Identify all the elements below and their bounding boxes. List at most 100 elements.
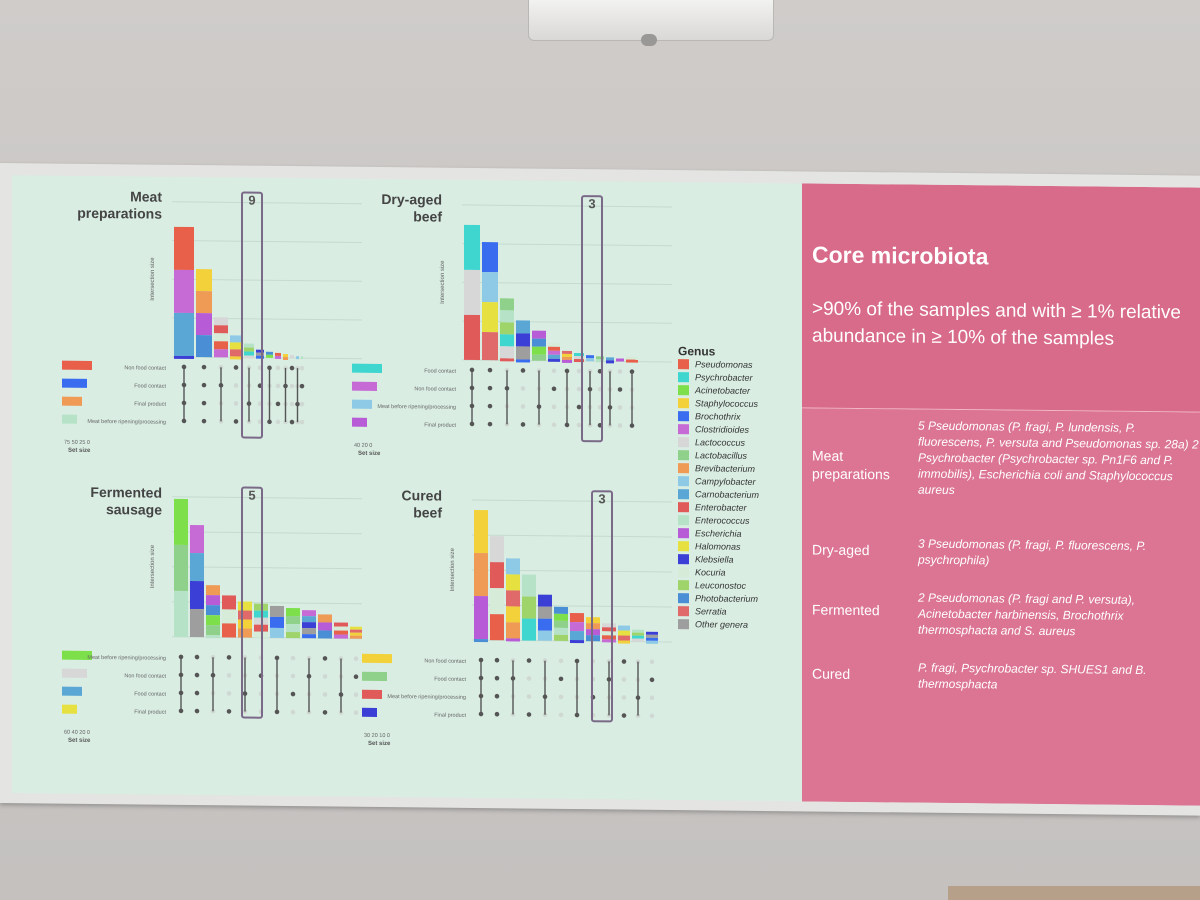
intersection-bar-segment: [632, 632, 644, 636]
matrix-dot: [558, 658, 564, 664]
legend-label: Enterococcus: [695, 515, 750, 526]
slide-subtitle: >90% of the samples and with ≥ 1% relati…: [812, 298, 1181, 350]
legend-swatch: [678, 606, 689, 617]
intersection-bar-segment: [244, 355, 254, 359]
intersection-bar-segment: [602, 635, 616, 640]
intersection-bar-segment: [506, 558, 520, 575]
matrix-dot: [621, 713, 627, 718]
intersection-bar-segment: [646, 637, 658, 641]
intersection-bar-segment: [506, 638, 520, 642]
row-description: 2 Pseudomonas (P. fragi and P. versuta),…: [918, 590, 1136, 639]
legend-label: Campylobacter: [695, 476, 756, 487]
intersection-bar-segment: [500, 298, 514, 311]
intersection-bar-segment: [522, 618, 536, 641]
legend-item: Carnobacterium: [678, 488, 759, 501]
matrix-dot: [649, 659, 655, 665]
row-category: Dry-aged: [812, 541, 870, 559]
legend-item: Escherichia: [678, 527, 742, 540]
row-category: Fermented: [812, 601, 880, 619]
intersection-bar-segment: [238, 610, 252, 620]
legend-swatch: [678, 359, 689, 370]
intersection-bar-segment: [562, 353, 572, 357]
matrix-dot: [649, 695, 655, 701]
intersection-bar-segment: [632, 638, 644, 642]
intersection-bar-segment: [174, 269, 194, 314]
matrix-dot: [338, 710, 344, 715]
matrix-dot: [226, 655, 232, 660]
intersection-bar-segment: [464, 314, 480, 361]
legend-swatch: [678, 372, 689, 383]
intersection-bar-segment: [532, 346, 546, 355]
intersection-bar-segment: [270, 605, 284, 617]
legend-item: Photobacterium: [678, 592, 758, 605]
matrix-dot: [194, 708, 200, 714]
intersection-bar-segment: [283, 353, 288, 358]
matrix-dot: [487, 385, 493, 391]
set-label: Food contact: [134, 691, 166, 697]
legend-item: Pseudomonas: [678, 358, 753, 371]
table-row: Fermented 2 Pseudomonas (P. fragi and P.…: [802, 584, 1200, 639]
intersection-bar-segment: [616, 358, 624, 362]
intersection-bar-segment: [516, 320, 530, 334]
set-label: Final product: [134, 401, 166, 407]
matrix-dot: [290, 673, 296, 679]
legend-label: Lactococcus: [695, 437, 746, 448]
gridline: [172, 240, 362, 244]
matrix-dot: [275, 383, 281, 389]
legend-swatch: [678, 593, 689, 604]
intersection-bar-segment: [618, 630, 630, 636]
intersection-bar-segment: [516, 346, 530, 360]
matrix-dot: [551, 368, 557, 374]
intersection-bar-segment: [490, 536, 504, 563]
intersection-bar-segment: [570, 612, 584, 623]
set-size-axis: 30 20 10 0: [364, 733, 390, 739]
projector-lens: [641, 34, 657, 46]
set-size-bar: [352, 417, 367, 427]
matrix-dot: [275, 419, 281, 425]
matrix-dot: [617, 387, 623, 392]
intersection-bar-segment: [500, 358, 514, 362]
highlight-box: [591, 490, 613, 723]
intersection-bar-segment: [174, 312, 194, 357]
set-label: Non food contact: [124, 365, 166, 371]
set-size-axis: 60 40 20 0: [64, 730, 90, 736]
legend-swatch: [678, 398, 689, 409]
legend-item: Other genera: [678, 618, 748, 631]
set-size-bar: [352, 363, 382, 374]
intersection-bar-segment: [270, 627, 284, 638]
legend-label: Clostridioides: [695, 424, 750, 435]
set-size-bar: [62, 396, 82, 406]
gridline: [472, 499, 672, 503]
wall-trim: [948, 886, 1200, 900]
legend-item: Brevibacterium: [678, 462, 755, 475]
intersection-bar-segment: [506, 606, 520, 623]
intersection-bar-segment: [482, 302, 498, 333]
row-description: 3 Pseudomonas (P. fragi, P. fluorescens,…: [918, 536, 1147, 568]
matrix-dot: [275, 401, 281, 407]
set-label: Food contact: [424, 368, 456, 374]
matrix-dot: [520, 422, 526, 427]
intersection-bar-segment: [214, 349, 228, 358]
intersection-bar-segment: [538, 594, 552, 607]
matrix-dot: [289, 401, 295, 407]
intersection-bar-segment: [626, 359, 638, 363]
intersection-bar-segment: [570, 621, 584, 632]
legend-label: Brochothrix: [695, 411, 741, 422]
legend-item: Kocuria: [678, 566, 726, 578]
intersection-bar-segment: [538, 630, 552, 641]
intersection-bar-segment: [474, 552, 488, 597]
row-description: P. fragi, Psychrobacter sp. SHUES1 and B…: [918, 660, 1147, 692]
intersection-bar-segment: [506, 574, 520, 591]
intersection-bar-segment: [500, 310, 514, 323]
legend-item: Campylobacter: [678, 475, 756, 488]
matrix-dot: [290, 709, 296, 715]
set-label: Non food contact: [414, 386, 456, 392]
legend-label: Other genera: [695, 619, 749, 630]
legend-swatch: [678, 515, 689, 526]
intersection-bar-segment: [174, 355, 194, 360]
intersection-bar-segment: [174, 498, 188, 545]
intersection-bar-segment: [206, 625, 220, 636]
intersection-bar-segment: [506, 590, 520, 607]
intersection-bar-segment: [196, 269, 212, 292]
matrix-dot: [536, 368, 542, 373]
